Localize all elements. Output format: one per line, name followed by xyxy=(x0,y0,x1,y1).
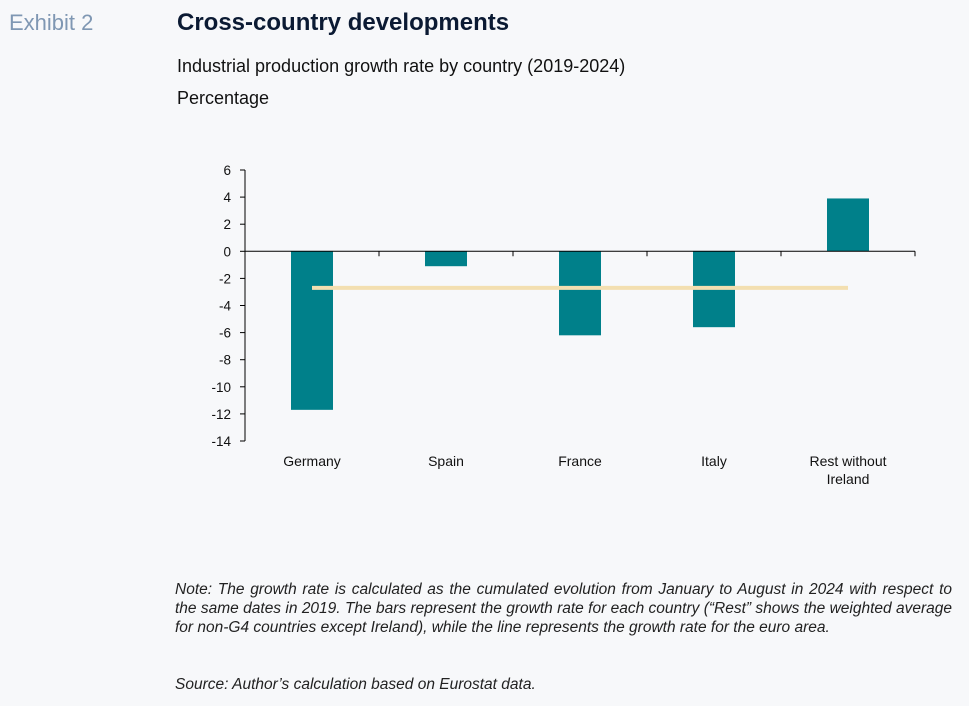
y-tick-label: -8 xyxy=(219,353,231,368)
x-category-label: Germany xyxy=(283,453,341,469)
bar-germany xyxy=(291,251,333,410)
y-tick-label: -6 xyxy=(219,326,231,341)
y-tick-label: 2 xyxy=(223,217,231,232)
bar-france xyxy=(559,251,601,336)
y-tick-label: -14 xyxy=(211,434,231,449)
x-category-label: Italy xyxy=(701,453,727,469)
x-category-label: Spain xyxy=(428,453,464,469)
y-tick-label: 0 xyxy=(223,244,231,259)
y-tick-label: 6 xyxy=(223,163,231,178)
y-tick-label: -4 xyxy=(219,299,231,314)
y-tick-label: -12 xyxy=(211,407,231,422)
bar-spain xyxy=(425,251,467,267)
x-category-label: Rest without Ireland xyxy=(809,453,886,487)
y-tick-label: -10 xyxy=(211,380,231,395)
x-category-label: France xyxy=(558,453,602,469)
chart-note: Note: The growth rate is calculated as t… xyxy=(175,581,952,636)
y-tick-label: -2 xyxy=(219,271,231,286)
chart-title: Cross-country developments xyxy=(177,9,510,36)
exhibit-label: Exhibit 2 xyxy=(9,10,94,35)
chart-source: Source: Author’s calculation based on Eu… xyxy=(175,676,536,693)
bar-rest-without-ireland xyxy=(827,198,869,252)
chart-subtitle: Industrial production growth rate by cou… xyxy=(177,56,626,76)
y-tick-label: 4 xyxy=(223,190,231,205)
chart-unit: Percentage xyxy=(177,88,270,108)
